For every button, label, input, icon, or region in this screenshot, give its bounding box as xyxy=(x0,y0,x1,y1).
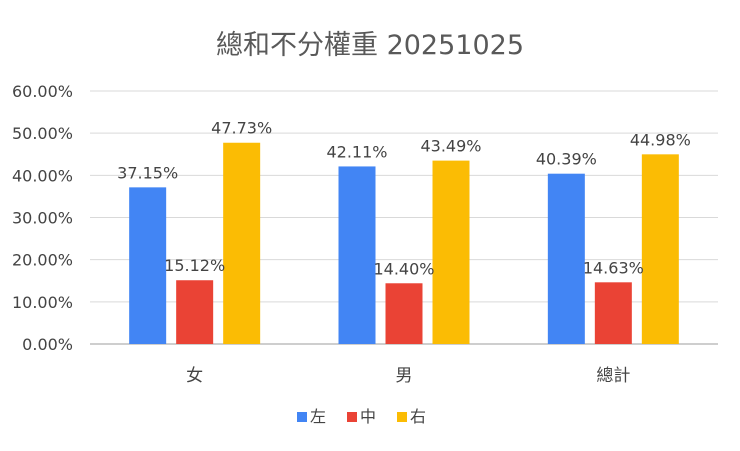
x-tick-label: 男 xyxy=(396,366,413,386)
bar xyxy=(129,187,167,344)
legend-label: 右 xyxy=(410,407,426,426)
data-label: 37.15% xyxy=(117,163,178,182)
y-tick-label: 20.00% xyxy=(12,251,73,270)
y-tick-label: 30.00% xyxy=(12,209,73,228)
data-label: 14.63% xyxy=(583,258,644,277)
x-tick-label: 女 xyxy=(186,366,203,386)
chart-title: 總和不分權重 20251025 xyxy=(216,30,524,61)
legend-label: 中 xyxy=(360,407,376,426)
legend-swatch xyxy=(297,412,307,422)
data-labels: 37.15% 15.12% 47.73% 42.11% 14.40% 43.49% 40.3… xyxy=(117,119,691,279)
legend: 左中右 xyxy=(297,407,426,426)
data-label: 42.11% xyxy=(326,142,387,161)
legend-swatch xyxy=(397,412,407,422)
y-tick-label: 40.00% xyxy=(12,166,73,185)
data-label: 15.12% xyxy=(164,256,225,275)
bar xyxy=(641,154,679,344)
bar xyxy=(547,173,585,344)
x-tick-label: 總計 xyxy=(596,366,630,386)
legend-swatch xyxy=(347,412,357,422)
data-label: 47.73% xyxy=(211,119,272,138)
bar xyxy=(432,160,470,344)
bar xyxy=(385,283,423,344)
y-axis: 0.00% 10.00% 20.00% 30.00% 40.00% 50.00% 60.00… xyxy=(12,82,73,354)
legend-label: 左 xyxy=(310,407,326,426)
bar xyxy=(338,166,376,344)
bars xyxy=(129,142,679,344)
data-label: 44.98% xyxy=(630,130,691,149)
y-tick-label: 60.00% xyxy=(12,82,73,101)
bar xyxy=(594,282,632,344)
data-label: 43.49% xyxy=(420,137,481,156)
data-label: 40.39% xyxy=(536,150,597,169)
bar xyxy=(223,142,261,344)
data-label: 14.40% xyxy=(373,259,434,278)
x-axis: 女 男 總計 xyxy=(186,366,630,386)
y-tick-label: 0.00% xyxy=(22,335,73,354)
y-tick-label: 10.00% xyxy=(12,293,73,312)
bar xyxy=(176,280,214,344)
y-tick-label: 50.00% xyxy=(12,124,73,143)
